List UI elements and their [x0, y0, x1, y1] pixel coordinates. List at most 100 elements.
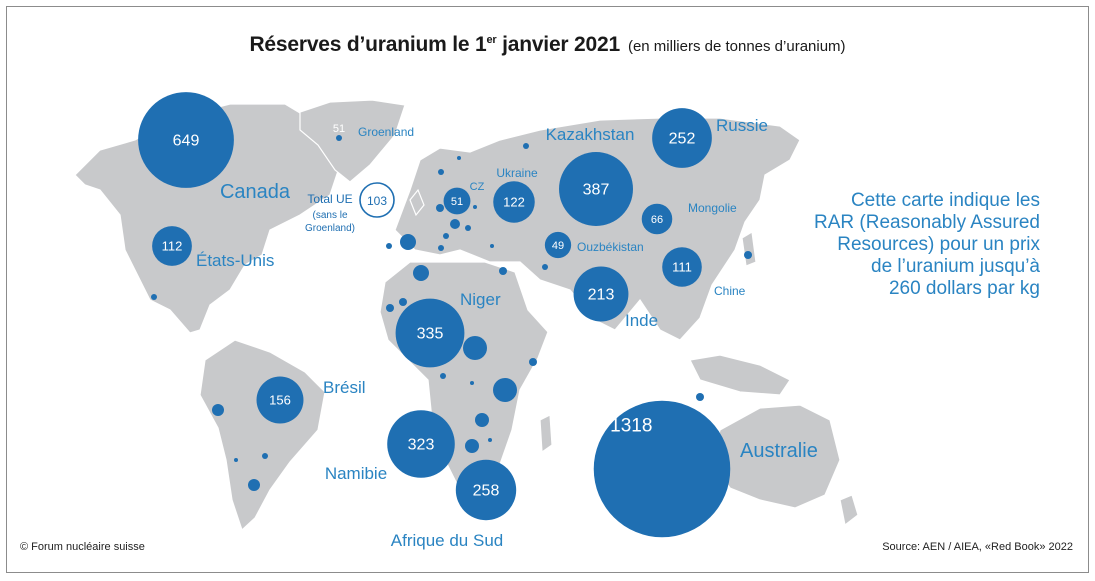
minor-deposit-dot: [465, 225, 471, 231]
minor-deposit-dot: [443, 233, 449, 239]
bubble-afrique-du-sud: [455, 459, 517, 521]
minor-deposit-dot: [400, 234, 416, 250]
landmass-south-america: [199, 339, 326, 532]
country-label: Kazakhstan: [546, 125, 635, 144]
bubble-value: 258: [473, 483, 500, 500]
eu-total-label-3: Groenland): [305, 223, 355, 234]
country-label: Brésil: [323, 378, 366, 397]
bubble-value: 112: [162, 239, 183, 254]
source: Source: AEN / AIEA, «Red Book» 2022: [882, 541, 1073, 553]
landmass-eurasia: [394, 117, 801, 341]
country-label: Mongolie: [688, 201, 737, 215]
country-label: Afrique du Sud: [391, 531, 503, 550]
minor-deposit-dot: [386, 304, 394, 312]
minor-deposit-dot: [440, 373, 446, 379]
minor-deposit-dot: [438, 169, 444, 175]
bubble-value: 1318: [610, 415, 652, 436]
bubble-value: 649: [173, 133, 200, 150]
minor-deposit-dot: [473, 205, 477, 209]
country-label: Groenland: [358, 125, 414, 139]
bubble-value: 387: [583, 182, 610, 199]
landmass-japan: [741, 231, 757, 267]
minor-deposit-dot: [436, 204, 444, 212]
minor-deposit-dot: [413, 265, 429, 281]
bubble-ouzb-kistan: [544, 231, 572, 259]
title-subtitle: (en milliers de tonnes d’uranium): [627, 38, 846, 55]
minor-deposit-dot: [744, 251, 752, 259]
country-label: Niger: [460, 290, 501, 309]
country-label: Ouzbékistan: [577, 240, 644, 254]
minor-deposit-dot: [499, 267, 507, 275]
minor-deposit-dot: [262, 453, 268, 459]
minor-deposit-dot: [450, 219, 460, 229]
reserve-bubbles: [138, 92, 731, 538]
bubble-kazakhstan: [559, 152, 633, 226]
minor-deposit-dot: [465, 439, 479, 453]
title-main: Réserves d’uranium le 1er janvier 2021: [249, 33, 620, 56]
bubble-niger: [395, 298, 465, 368]
bubble-chine: [662, 247, 702, 287]
country-label: États-Unis: [196, 251, 274, 270]
minor-deposit-dot: [234, 458, 238, 462]
bubble-ukraine: [493, 181, 535, 223]
figure-frame: [6, 6, 1089, 573]
bubble-value: 51: [451, 196, 463, 208]
country-label: Chine: [714, 284, 746, 298]
landmass-madagascar: [539, 414, 553, 454]
landmass-new-zealand: [839, 494, 859, 527]
bubble-value: 213: [588, 287, 615, 304]
minor-deposit-dot: [493, 378, 517, 402]
bubble-value: 323: [408, 437, 435, 454]
country-labels: 649 Canada 112 États-Unis 156 Brésil 335 Niger 3…: [162, 116, 818, 550]
minor-deposit-dot: [459, 190, 463, 194]
bubble-value: 252: [669, 131, 696, 148]
eu-total-value: 103: [367, 194, 387, 208]
bubble-value: 49: [552, 240, 564, 252]
bubble-value: 122: [503, 195, 525, 210]
bubble-cz: [443, 187, 471, 215]
credit: © Forum nucléaire suisse: [20, 541, 145, 553]
eu-total: 103 Total UE (sans le Groenland): [305, 182, 395, 234]
bubble-value: 111: [672, 260, 692, 275]
bubble-value: 51: [333, 123, 345, 135]
minor-deposit-dot: [151, 294, 157, 300]
minor-deposit-dot: [212, 404, 224, 416]
minor-deposit-dot: [488, 438, 492, 442]
minor-deposit-dot: [438, 245, 444, 251]
landmass-southeast-asia: [689, 354, 791, 396]
country-label: Australie: [740, 440, 818, 462]
bubble-groenland: [336, 135, 342, 141]
country-label: CZ: [470, 181, 485, 193]
bubble-russie: [652, 108, 712, 168]
bubble-australie: [593, 400, 731, 538]
minor-deposit-dot: [457, 156, 461, 160]
minor-deposit-dot: [490, 244, 494, 248]
note-line: Resources) pour un prix: [837, 234, 1040, 255]
minor-deposit-dot: [399, 298, 407, 306]
minor-deposit-dot: [470, 381, 474, 385]
country-label: Namibie: [325, 464, 387, 483]
map-note: Cette carte indique les RAR (Reasonably …: [780, 190, 1040, 300]
bubble-value: 66: [651, 214, 663, 226]
eu-total-label-2: (sans le: [312, 210, 347, 221]
note-line: Cette carte indique les: [850, 190, 1040, 211]
eu-total-label-1: Total UE: [307, 192, 352, 206]
minor-deposit-dot: [475, 413, 489, 427]
minor-deposit-dot: [529, 358, 537, 366]
landmass-north-america: [74, 103, 346, 334]
country-label: Inde: [625, 311, 658, 330]
minor-deposit-dot: [463, 336, 487, 360]
bubble-inde: [573, 266, 629, 322]
minor-deposit-dot: [248, 479, 260, 491]
bubble--tats-unis: [152, 226, 192, 266]
landmass-greenland: [299, 99, 406, 183]
country-label: Canada: [220, 181, 291, 203]
minor-deposit-dot: [696, 393, 704, 401]
minor-deposit-dot: [523, 143, 529, 149]
landmass-uk: [409, 188, 425, 217]
map-title: Réserves d’uranium le 1er janvier 2021 (e…: [0, 33, 1095, 57]
minor-deposit-dot: [542, 264, 548, 270]
note-line: de l’uranium jusqu’à: [871, 256, 1040, 277]
bubble-br-sil: [256, 376, 304, 424]
